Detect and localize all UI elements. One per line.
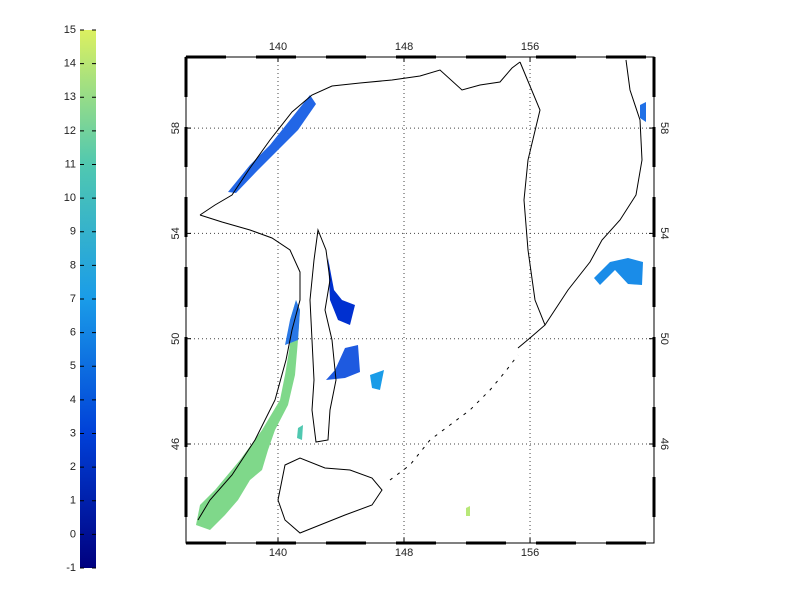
colorbar-tick-label: 3	[70, 427, 76, 439]
data-patch	[326, 345, 360, 380]
lat-label-left: 54	[170, 227, 182, 239]
coastline	[517, 61, 546, 349]
lat-label-right: 46	[658, 438, 670, 450]
lon-label-bottom: 156	[521, 547, 539, 559]
colorbar-tick-label: 12	[64, 125, 76, 137]
lon-label-top: 148	[395, 41, 413, 53]
colorbar-tick-label: 0	[70, 528, 76, 540]
colorbar-tick-label: 7	[70, 293, 76, 305]
colorbar-tick-label: 14	[64, 58, 76, 70]
lat-label-right: 50	[658, 333, 670, 345]
data-patch	[285, 300, 300, 345]
colorbar-tick-label: 11	[65, 158, 76, 170]
colorbar-tick-label: 9	[70, 226, 76, 238]
colorbar-tick-label: 10	[64, 192, 76, 204]
coastline	[309, 228, 337, 443]
colorbar-tick-label: 6	[70, 327, 76, 339]
colorbar-tick-label: -1	[66, 562, 76, 574]
lon-label-top: 156	[521, 41, 539, 53]
lat-label-right: 58	[658, 122, 670, 134]
data-patch	[297, 425, 303, 440]
lon-label-bottom: 148	[395, 547, 413, 559]
colorbar-tick-label: 4	[70, 394, 76, 406]
coastline	[544, 59, 643, 326]
lat-label-left: 58	[170, 122, 182, 134]
data-patches	[196, 95, 646, 530]
data-patch	[196, 300, 300, 530]
coastline	[389, 354, 519, 481]
data-patch	[640, 102, 646, 122]
lon-label-top: 140	[269, 41, 287, 53]
data-patch	[594, 258, 643, 285]
lat-label-left: 46	[170, 438, 182, 450]
colorbar-tick-label: 2	[70, 461, 76, 473]
colorbar-tick-label: 8	[70, 259, 76, 271]
data-patch	[328, 258, 355, 325]
lat-label-left: 50	[170, 333, 182, 345]
colorbar-tick-label: 15	[64, 24, 76, 36]
coastlines	[197, 59, 643, 534]
lat-label-right: 54	[658, 227, 670, 239]
lon-label-bottom: 140	[269, 547, 287, 559]
data-patch	[466, 506, 470, 516]
coastline	[199, 61, 521, 216]
colorbar-tick-label: 5	[70, 360, 76, 372]
colorbar-tick-label: 13	[64, 91, 76, 103]
data-patch	[370, 370, 384, 390]
coastline	[277, 457, 383, 534]
coastline	[197, 214, 301, 521]
colorbar-tick-label: 1	[70, 495, 76, 507]
